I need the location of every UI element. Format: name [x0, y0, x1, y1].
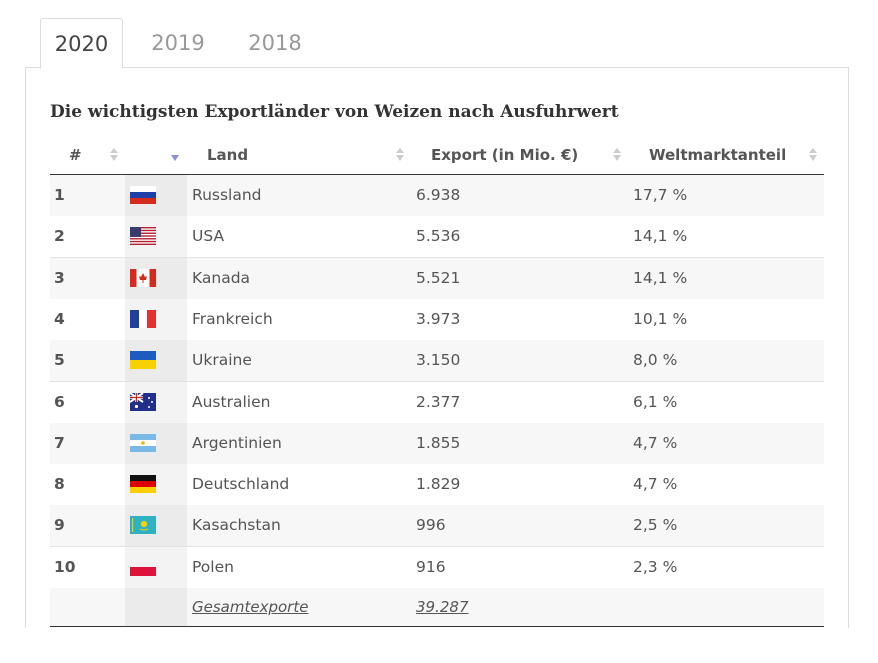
table-row: 7 Argentinien 1.855 4,7 % [50, 422, 824, 465]
cell-text: Australien [192, 392, 271, 411]
rank: 4 [54, 309, 65, 328]
rank: 2 [54, 227, 65, 246]
cell-text: 916 [416, 557, 446, 576]
table-row: 6 Australien 2.377 6,1 % [50, 381, 824, 424]
cell-text: 6.938 [416, 186, 461, 204]
sort-down [110, 155, 118, 161]
sort-down [809, 155, 817, 161]
cell-text: 3.973 [416, 309, 461, 328]
cell-text: Kasachstan [192, 516, 281, 535]
cell-text: 3.150 [416, 351, 461, 370]
sort-down [613, 155, 621, 161]
cell-text: Frankreich [192, 309, 273, 328]
cell-text: 10,1 % [633, 309, 688, 328]
cell-text: 1.829 [416, 475, 461, 494]
flag [130, 433, 156, 452]
cell-text: 17,7 % [633, 186, 688, 204]
cell-text: 2,3 % [633, 557, 678, 576]
sort-up [110, 148, 118, 153]
table-row: 5 Ukraine 3.150 8,0 % [50, 340, 824, 383]
cell-text: Polen [192, 557, 234, 576]
table-row: 10 Polen 916 2,3 % [50, 546, 824, 589]
cell-text: Russland [192, 186, 262, 204]
cell-text: Argentinien [192, 433, 282, 452]
table-row: 1 Russland 6.938 17,7 % [50, 175, 824, 217]
sort-down [171, 155, 179, 161]
sort-icon [171, 144, 179, 164]
cell-text: 14,1 % [633, 268, 688, 287]
cell-text: 4,7 % [633, 433, 678, 452]
column-header[interactable]: # [69, 146, 82, 164]
cell-text: 2.377 [416, 392, 461, 411]
cell-text: 5.536 [416, 227, 461, 246]
rank: 7 [54, 433, 65, 452]
cell-text: Deutschland [192, 475, 290, 494]
flag-icon [130, 268, 156, 287]
cell-text: 1.855 [416, 433, 461, 452]
flag-icon [130, 227, 156, 246]
flag [130, 351, 156, 370]
panel [25, 67, 849, 628]
flag [130, 186, 156, 204]
cell-text: Ukraine [192, 351, 252, 370]
table-title: Die wichtigsten Exportländer von Weizen … [50, 102, 619, 122]
tab[interactable]: 2020 [40, 18, 123, 69]
rank: 1 [54, 186, 65, 204]
flag-icon [130, 309, 156, 328]
sort-icon [110, 144, 118, 164]
table-row: 3 Kanada 5.521 14,1 % [50, 257, 824, 300]
sort-up [613, 148, 621, 153]
tab[interactable]: 2019 [151, 31, 205, 55]
column-header[interactable]: Land [207, 146, 249, 164]
cell-text: 6,1 % [633, 392, 678, 411]
table-row: 4 Frankreich 3.973 10,1 % [50, 298, 824, 341]
column-header[interactable]: Weltmarktanteil [649, 146, 787, 164]
cell-text: 8,0 % [633, 351, 678, 370]
flag [130, 557, 156, 576]
rank: 6 [54, 392, 65, 411]
flag-icon [130, 557, 156, 576]
rank: 8 [54, 475, 65, 494]
rank: 9 [54, 516, 65, 535]
sort-icon [809, 144, 817, 164]
table-row: 2 USA 5.536 14,1 % [50, 216, 824, 259]
flag-icon [130, 186, 156, 204]
cell-text: 2,5 % [633, 516, 678, 535]
cell-text: 4,7 % [633, 475, 678, 494]
flag-icon [130, 433, 156, 452]
rank: 5 [54, 351, 65, 370]
sort-up [396, 148, 404, 153]
table-footer: Gesamtexporte 39.287 [50, 588, 824, 627]
flag [130, 309, 156, 328]
flag [130, 516, 156, 535]
cell-text: 996 [416, 516, 446, 535]
footer-label: Gesamtexporte [192, 598, 309, 616]
flag [130, 268, 156, 287]
cell-text: 5.521 [416, 268, 461, 287]
flag-cell [125, 588, 187, 626]
cell-text: 14,1 % [633, 227, 688, 246]
sort-up [809, 148, 817, 153]
table-row: 8 Deutschland 1.829 4,7 % [50, 464, 824, 507]
rank: 3 [54, 268, 65, 287]
header-rule [50, 174, 824, 175]
flag [130, 475, 156, 494]
flag-icon [130, 516, 156, 535]
tab[interactable]: 2018 [248, 31, 302, 55]
sort-down [396, 155, 404, 161]
flag-icon [130, 351, 156, 370]
column-header[interactable]: Export (in Mio. €) [431, 146, 579, 164]
sort-icon [396, 144, 404, 164]
cell-text: USA [192, 227, 225, 246]
flag-icon [129, 391, 156, 411]
rank: 10 [54, 557, 76, 576]
cell-text: Kanada [192, 268, 251, 287]
flag-icon [130, 475, 156, 494]
sort-icon [613, 144, 621, 164]
footer-value: 39.287 [416, 598, 469, 616]
flag [129, 391, 156, 411]
table-row: 9 Kasachstan 996 2,5 % [50, 505, 824, 548]
flag [130, 227, 156, 246]
